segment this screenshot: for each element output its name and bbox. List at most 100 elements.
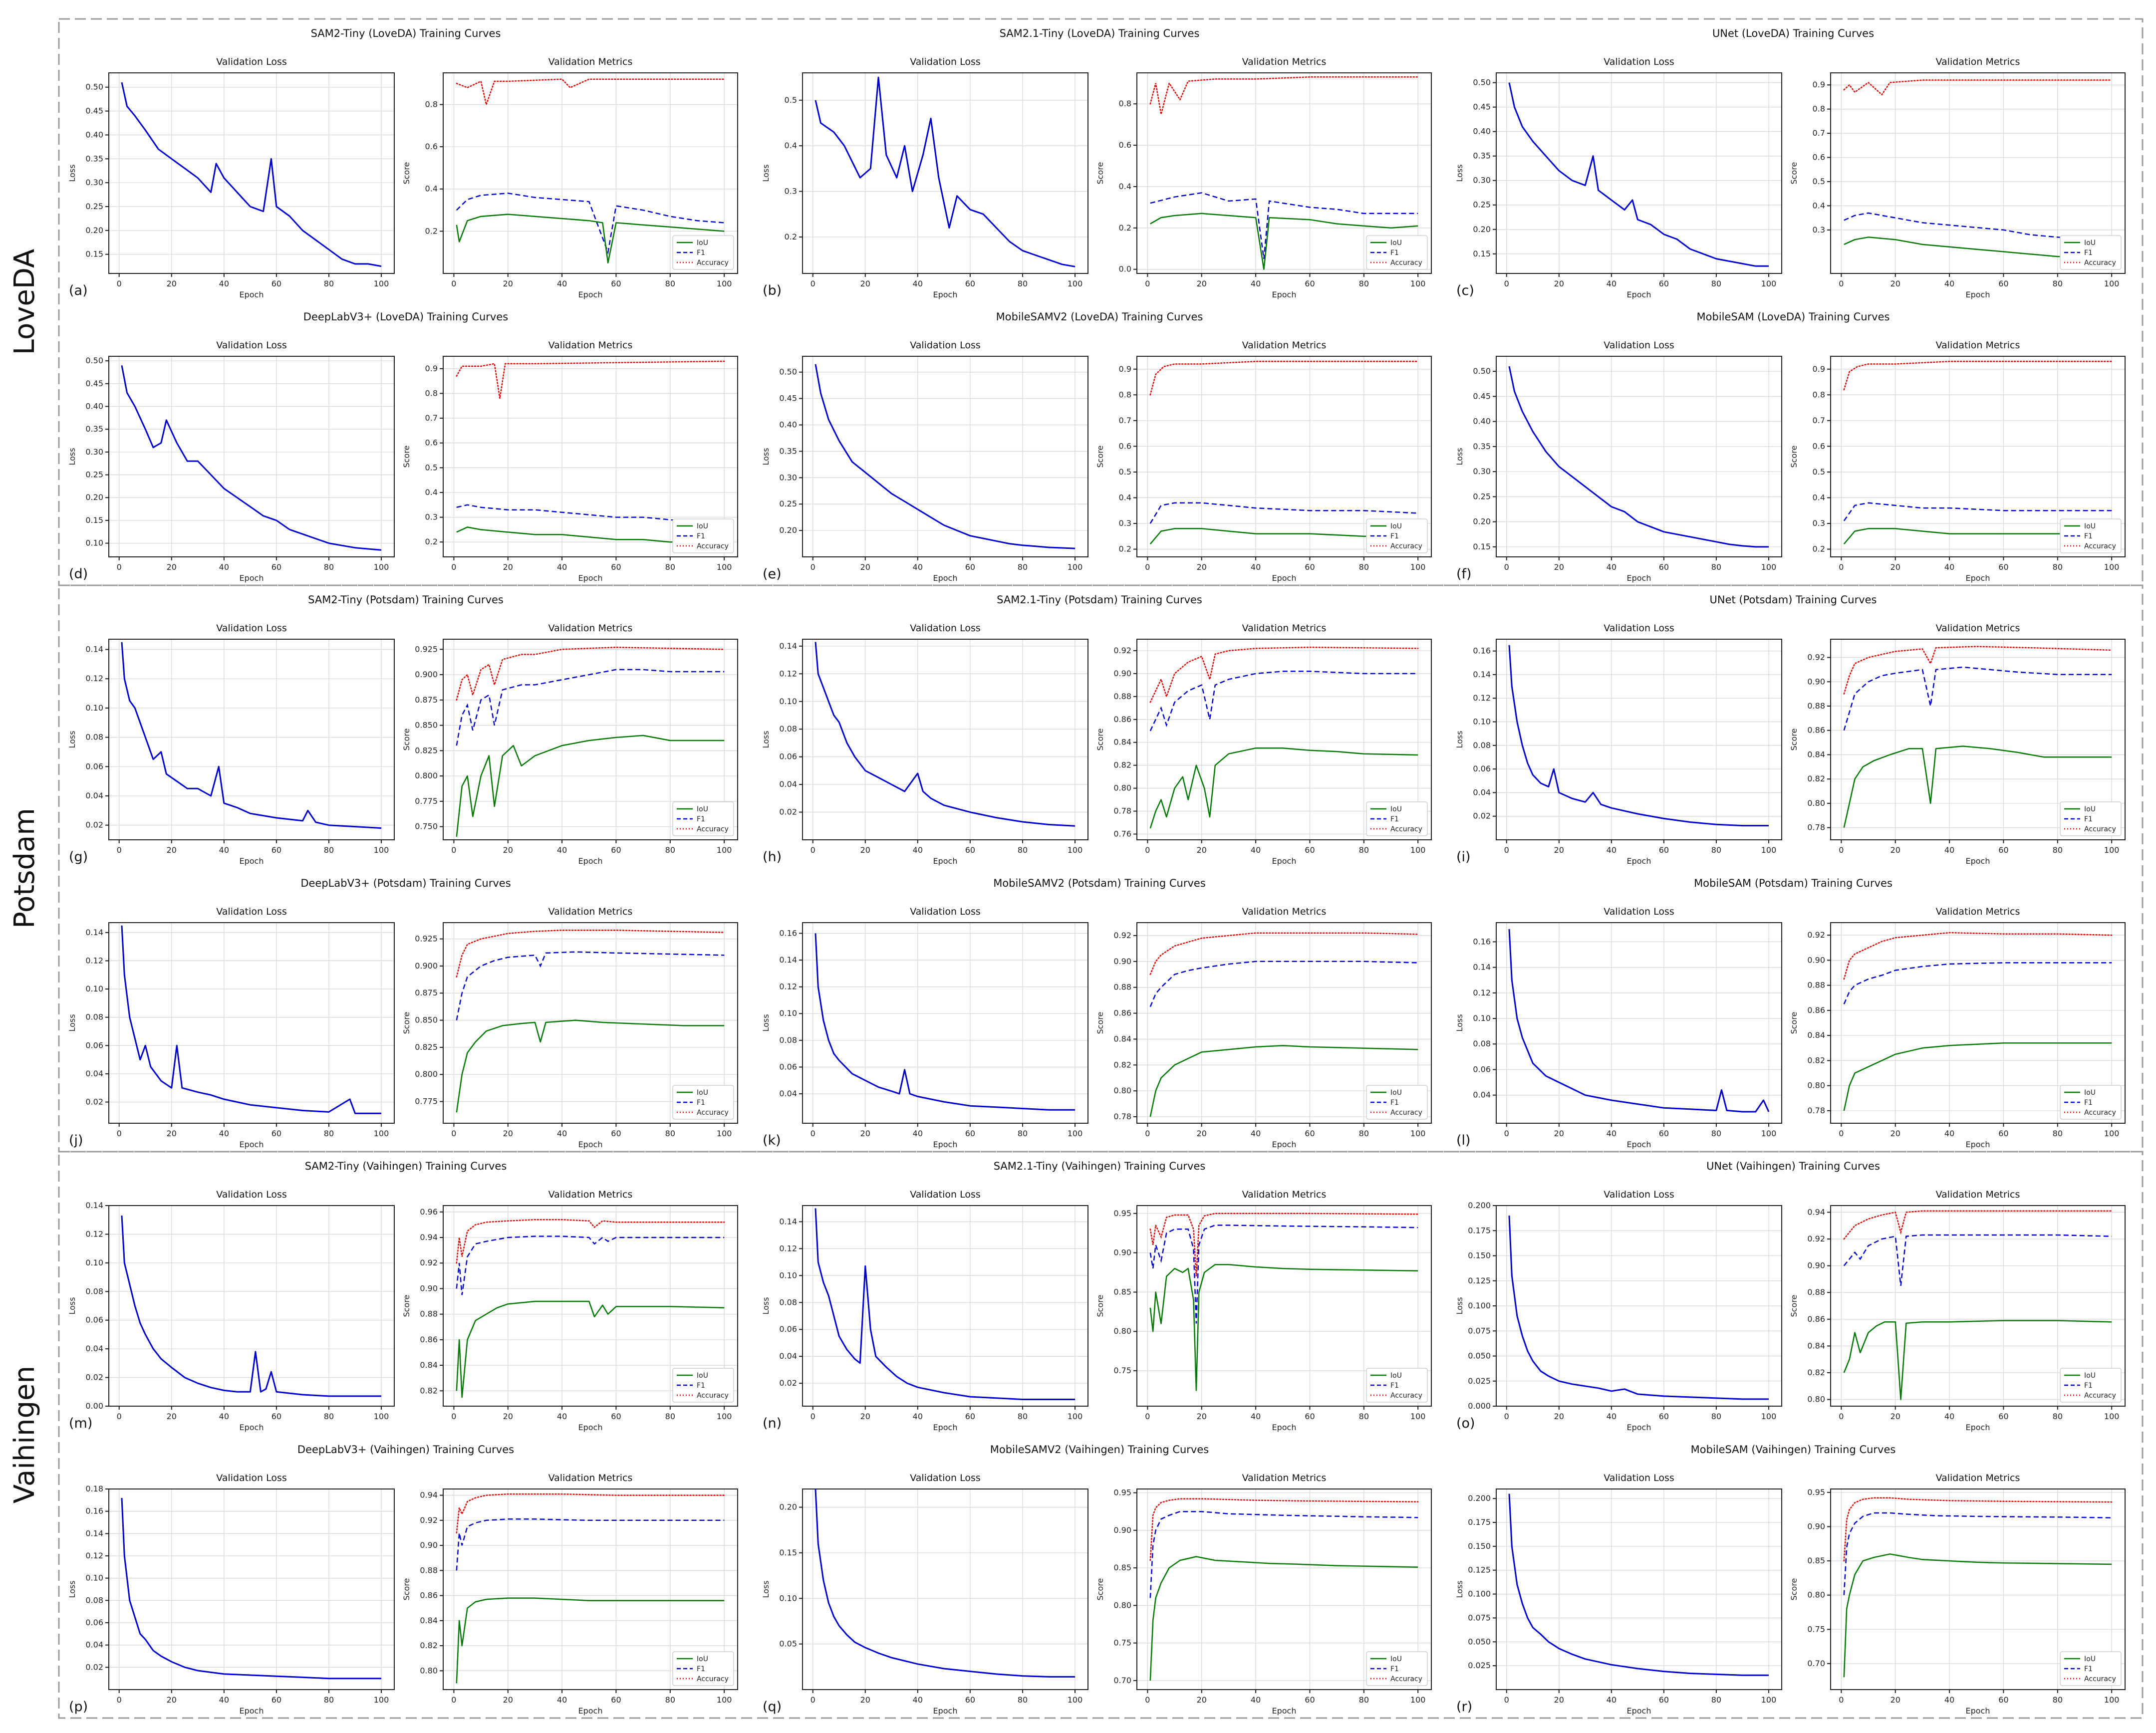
loss-ylabel: Loss	[1455, 1014, 1464, 1031]
metrics-ylabel: Score	[402, 1295, 411, 1317]
panel-j: DeepLabV3+ (Potsdam) Training Curves (j) V…	[67, 877, 738, 1149]
metrics-ytick-label: 0.85	[1807, 1556, 1825, 1565]
metrics-grid	[1137, 923, 1431, 1123]
legend-label: Accuracy	[1390, 1675, 1422, 1683]
legend-box	[2060, 1651, 2122, 1686]
metrics-ytick-label: 0.82	[420, 1386, 438, 1395]
loss-xlabel: Epoch	[933, 290, 958, 299]
legend-label: IoU	[2084, 1372, 2096, 1380]
loss-xtick-label: 40	[1607, 279, 1617, 288]
metrics-xtick-label: 80	[1359, 1412, 1369, 1421]
loss-xtick-label: 40	[219, 845, 229, 855]
loss-ytick-label: 0.10	[85, 1258, 103, 1267]
metrics-xtick-label: 80	[2053, 1412, 2063, 1421]
loss-frame	[108, 356, 395, 557]
loss-subplot-title: Validation Loss	[1604, 906, 1674, 917]
loss-xtick-label: 40	[913, 845, 923, 855]
loss-xtick-label: 40	[219, 1695, 229, 1705]
legend-label: F1	[1390, 1099, 1399, 1107]
panel-label: (i)	[1456, 849, 1471, 865]
legend-label: F1	[1390, 1382, 1399, 1390]
metrics-ytick-label: 0.3	[425, 512, 438, 522]
metrics-frame	[443, 922, 738, 1124]
metrics-ytick-label: 0.94	[420, 1490, 438, 1500]
metrics-frame	[1830, 922, 2126, 1124]
loss-xtick-label: 0	[1504, 1412, 1509, 1421]
loss-line	[814, 642, 1076, 827]
metrics-subplot-title: Validation Metrics	[1936, 906, 2020, 917]
loss-xtick-label: 40	[913, 279, 923, 288]
metrics-xtick-label: 60	[1998, 845, 2008, 855]
metrics-ytick-label: 0.85	[1113, 1563, 1131, 1572]
metrics-ylabel: Score	[402, 162, 411, 185]
accuracy-line	[1843, 932, 2113, 980]
metrics-xtick-label: 80	[2053, 279, 2063, 288]
metrics-ytick-label: 0.84	[420, 1616, 438, 1625]
loss-ytick-label: 0.45	[85, 106, 103, 116]
loss-ytick-label: 0.15	[85, 249, 103, 259]
loss-ytick-label: 0.14	[85, 1528, 103, 1538]
metrics-ytick-label: 0.775	[415, 1097, 438, 1106]
loss-ytick-label: 0.50	[85, 82, 103, 92]
metrics-xtick-label: 0	[451, 279, 456, 288]
loss-grid	[109, 1488, 394, 1690]
legend-label: F1	[697, 1382, 705, 1390]
metrics-ytick-label: 0.90	[1113, 669, 1131, 678]
loss-ylabel: Loss	[761, 448, 771, 465]
loss-ytick-label: 0.10	[779, 697, 797, 706]
loss-ytick-label: 0.14	[85, 928, 103, 937]
panel-a: SAM2-Tiny (LoveDA) Training Curves (a) Val…	[67, 27, 738, 299]
loss-xtick-label: 80	[1711, 279, 1721, 288]
loss-frame	[108, 1488, 395, 1690]
legend-label: F1	[697, 815, 705, 823]
metrics-ytick-label: 0.6	[425, 438, 438, 448]
loss-xtick-label: 40	[219, 279, 229, 288]
metrics-xtick-label: 40	[557, 562, 567, 572]
metrics-ytick-label: 0.84	[1113, 1034, 1131, 1043]
legend-box	[672, 518, 734, 553]
f1-line	[1843, 502, 2112, 521]
loss-ytick-label: 0.16	[1473, 646, 1491, 656]
panel-q: MobileSAMV2 (Vaihingen) Training Curves (…	[761, 1444, 1432, 1716]
panel-label: (h)	[763, 849, 782, 865]
metrics-ytick-label: 0.9	[1813, 80, 1825, 89]
loss-ytick-label: 0.12	[779, 982, 797, 991]
loss-ytick-label: 0.08	[779, 724, 797, 734]
loss-line	[1508, 1216, 1769, 1400]
loss-ytick-label: 0.050	[1468, 1637, 1491, 1646]
metrics-ytick-label: 0.94	[1807, 1207, 1825, 1217]
metrics-xtick-label: 20	[1197, 1412, 1207, 1421]
loss-xlabel: Epoch	[933, 1706, 958, 1716]
metrics-ytick-label: 0.85	[1113, 1287, 1131, 1296]
metrics-xtick-label: 60	[611, 845, 621, 855]
loss-xtick-label: 20	[860, 562, 870, 572]
metrics-ytick-label: 0.800	[415, 1069, 438, 1079]
legend-label: F1	[2084, 1665, 2093, 1673]
metrics-xtick-label: 60	[1305, 1129, 1315, 1138]
loss-ytick-label: 0.40	[779, 420, 797, 430]
loss-xtick-label: 60	[271, 1129, 281, 1138]
legend-label: F1	[697, 249, 705, 257]
metrics-ytick-label: 0.2	[1813, 544, 1825, 554]
loss-ytick-label: 0.25	[1473, 200, 1491, 210]
legend-label: IoU	[1390, 805, 1402, 813]
metrics-ytick-label: 0.82	[1807, 1055, 1825, 1065]
loss-xtick-label: 60	[965, 562, 975, 572]
legend-label: IoU	[697, 805, 708, 813]
metrics-ytick-label: 0.90	[1807, 677, 1825, 686]
loss-ytick-label: 0.200	[1468, 1493, 1491, 1503]
metrics-legend: IoU F1 Accuracy	[2060, 1368, 2122, 1403]
loss-xtick-label: 0	[1504, 1695, 1509, 1705]
loss-xtick-label: 0	[1504, 279, 1509, 288]
metrics-ytick-label: 0.90	[1113, 1525, 1131, 1535]
loss-xtick-label: 40	[219, 562, 229, 572]
metrics-legend: IoU F1 Accuracy	[1366, 1368, 1428, 1403]
metrics-xlabel: Epoch	[1966, 856, 1990, 866]
metrics-ytick-label: 0.82	[1113, 1060, 1131, 1069]
loss-xlabel: Epoch	[240, 1423, 264, 1432]
iou-line	[1149, 528, 1418, 545]
metrics-xtick-label: 20	[1197, 562, 1207, 572]
loss-ytick-label: 0.15	[85, 515, 103, 525]
loss-grid	[803, 639, 1088, 840]
metrics-ytick-label: 0.92	[1807, 1234, 1825, 1243]
